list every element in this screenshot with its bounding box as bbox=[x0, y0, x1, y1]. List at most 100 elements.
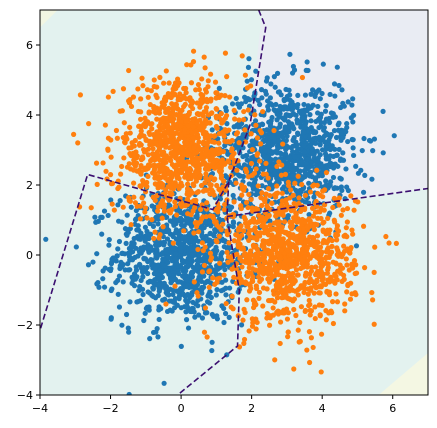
data-point bbox=[205, 162, 211, 168]
data-point bbox=[183, 118, 189, 124]
data-point bbox=[120, 134, 126, 141]
data-point bbox=[259, 121, 265, 127]
data-point bbox=[340, 134, 346, 141]
data-point bbox=[282, 258, 289, 264]
data-point bbox=[289, 70, 296, 76]
data-point bbox=[265, 213, 271, 220]
data-point bbox=[348, 193, 354, 199]
data-point bbox=[285, 334, 291, 340]
data-point bbox=[285, 329, 291, 335]
data-point bbox=[302, 307, 309, 314]
data-point bbox=[213, 95, 219, 101]
data-point bbox=[138, 109, 144, 115]
data-point bbox=[274, 175, 280, 181]
data-point bbox=[193, 128, 199, 134]
data-point bbox=[274, 111, 280, 117]
data-point bbox=[271, 107, 277, 113]
data-point bbox=[245, 107, 251, 113]
data-point bbox=[267, 257, 274, 263]
data-point bbox=[179, 107, 185, 113]
data-point bbox=[201, 141, 207, 147]
data-point bbox=[243, 135, 249, 141]
data-point bbox=[319, 170, 325, 177]
data-point bbox=[349, 227, 355, 233]
data-point bbox=[282, 310, 288, 316]
data-point bbox=[302, 149, 308, 155]
data-point bbox=[229, 257, 235, 263]
data-point bbox=[311, 194, 317, 200]
data-point bbox=[160, 297, 166, 303]
data-point bbox=[294, 120, 300, 126]
data-point bbox=[169, 125, 175, 131]
data-point bbox=[143, 137, 149, 143]
data-point bbox=[272, 171, 278, 177]
data-point bbox=[259, 95, 265, 101]
data-point bbox=[222, 266, 228, 273]
data-point bbox=[169, 129, 175, 135]
data-point bbox=[321, 207, 327, 213]
data-point bbox=[310, 151, 317, 158]
data-point bbox=[257, 278, 263, 285]
data-point bbox=[310, 136, 317, 142]
data-point bbox=[141, 256, 147, 262]
data-point bbox=[292, 180, 298, 186]
data-point bbox=[200, 214, 206, 220]
data-point bbox=[305, 67, 311, 74]
data-point bbox=[255, 249, 261, 255]
data-point bbox=[111, 207, 117, 213]
data-point bbox=[183, 309, 189, 315]
data-point bbox=[284, 133, 290, 139]
data-point bbox=[337, 270, 344, 276]
data-point bbox=[279, 190, 285, 196]
data-point bbox=[299, 74, 306, 81]
data-point bbox=[253, 166, 259, 172]
data-point bbox=[241, 336, 248, 343]
data-point bbox=[344, 219, 350, 225]
data-point bbox=[264, 203, 270, 209]
data-point bbox=[240, 173, 247, 180]
data-point bbox=[386, 240, 392, 246]
data-point bbox=[220, 221, 226, 227]
data-point bbox=[323, 103, 329, 109]
data-point bbox=[162, 134, 168, 140]
data-point bbox=[336, 146, 342, 153]
data-point bbox=[331, 195, 337, 201]
data-point bbox=[194, 121, 200, 127]
data-point bbox=[317, 290, 323, 296]
data-point bbox=[247, 234, 253, 240]
data-point bbox=[116, 218, 122, 224]
data-point bbox=[253, 162, 259, 168]
data-point bbox=[190, 48, 197, 54]
data-point bbox=[272, 299, 278, 305]
data-point bbox=[248, 248, 254, 254]
data-point bbox=[216, 233, 222, 239]
data-point bbox=[265, 271, 271, 277]
data-point bbox=[349, 102, 355, 108]
data-point bbox=[226, 223, 232, 229]
data-point bbox=[340, 251, 346, 257]
data-point bbox=[315, 190, 321, 197]
data-point bbox=[254, 152, 260, 158]
data-point bbox=[307, 255, 313, 261]
data-point bbox=[305, 156, 311, 162]
data-point bbox=[165, 122, 171, 129]
data-point bbox=[280, 115, 286, 121]
data-point bbox=[165, 91, 171, 97]
data-point bbox=[147, 231, 153, 237]
data-point bbox=[145, 173, 151, 179]
data-point bbox=[226, 159, 232, 165]
data-point bbox=[199, 233, 205, 239]
data-point bbox=[231, 199, 237, 205]
data-point bbox=[169, 101, 175, 107]
data-point bbox=[124, 212, 130, 218]
data-point bbox=[307, 271, 313, 277]
data-point bbox=[170, 299, 176, 305]
data-point bbox=[161, 242, 167, 248]
data-point bbox=[144, 215, 150, 221]
y-tick-label: 6 bbox=[26, 39, 33, 52]
data-point bbox=[257, 101, 263, 108]
data-point bbox=[274, 309, 280, 315]
data-point bbox=[345, 99, 351, 105]
data-point bbox=[213, 244, 219, 250]
y-tick-label: 4 bbox=[26, 109, 33, 122]
